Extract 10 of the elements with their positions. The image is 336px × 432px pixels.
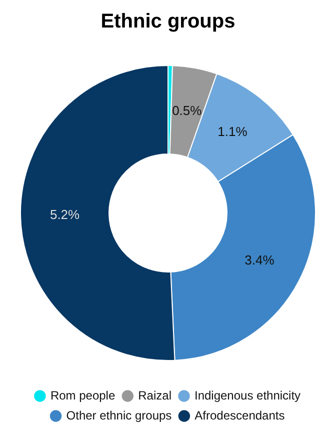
data-label: 5.2%	[50, 206, 80, 222]
legend-label: Rom people	[50, 388, 116, 402]
chart-title: Ethnic groups	[100, 10, 236, 33]
data-label: 0.5%	[172, 103, 202, 118]
legend-label: Indigenous ethnicity	[194, 388, 301, 402]
legend-label: Raizal	[138, 388, 172, 402]
data-label: 3.4%	[244, 252, 275, 268]
legend-label: Other ethnic groups	[66, 408, 172, 422]
data-label: 1.1%	[218, 124, 248, 139]
legend-label: Afrodescendants	[194, 408, 285, 422]
